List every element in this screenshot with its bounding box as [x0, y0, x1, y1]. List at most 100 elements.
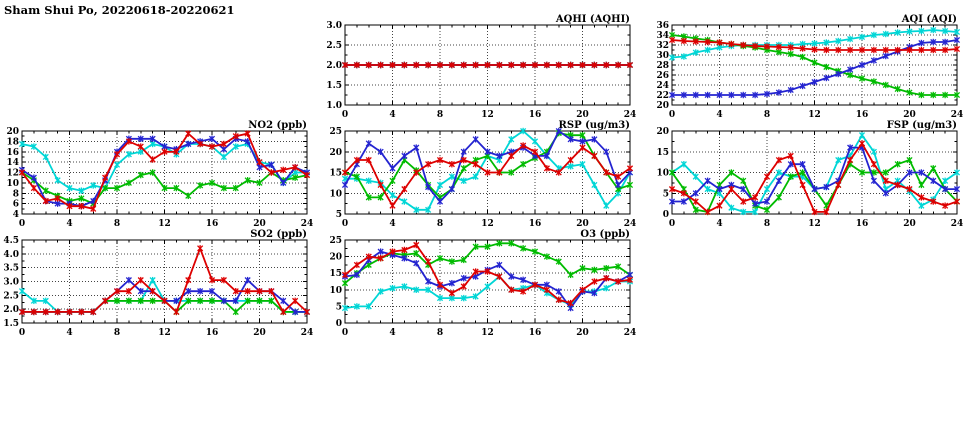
o3-plot-svg: 0 4 8 12 16 20 24 0 5 10 15 20 25 O3 (ppb) [329, 229, 636, 338]
svg-text:8: 8 [437, 219, 443, 229]
svg-text:0: 0 [336, 319, 342, 329]
svg-text:16: 16 [529, 219, 542, 229]
fsp-plot-svg: 0 4 8 12 16 20 24 0 5 10 15 20 FSP (ug/m3) [656, 120, 964, 229]
svg-text:8: 8 [437, 110, 443, 120]
svg-text:FSP (ug/m3): FSP (ug/m3) [887, 120, 957, 131]
aqhi-plot-svg: 0 4 8 12 16 20 24 1.0 1.5 2.0 2.5 3.0 AQHI (AQHI) [326, 14, 636, 120]
svg-text:3.5: 3.5 [3, 264, 19, 274]
svg-text:O3 (ppb): O3 (ppb) [580, 229, 630, 240]
svg-text:15: 15 [329, 169, 342, 179]
chart-aqi: 0 4 8 12 16 20 24 20 22 24 26 28 30 32 34 36 AQI (AQI) [650, 13, 969, 127]
rsp-plot-svg: 0 4 8 12 16 20 24 5 10 15 20 25 RSP (ug/m3) [329, 120, 637, 229]
svg-text:16: 16 [529, 328, 542, 338]
svg-text:26: 26 [656, 71, 669, 81]
svg-text:16: 16 [6, 148, 19, 158]
svg-text:12: 12 [808, 219, 821, 229]
svg-text:16: 16 [856, 110, 869, 120]
svg-text:10: 10 [656, 169, 669, 179]
svg-text:12: 12 [158, 219, 171, 229]
svg-text:24: 24 [301, 328, 314, 338]
svg-text:SO2 (ppb): SO2 (ppb) [250, 229, 307, 240]
svg-text:24: 24 [624, 219, 637, 229]
svg-text:0: 0 [669, 110, 675, 120]
svg-text:5: 5 [336, 210, 342, 220]
svg-text:16: 16 [206, 328, 219, 338]
svg-text:10: 10 [6, 179, 19, 189]
svg-text:0: 0 [669, 219, 675, 229]
svg-text:0: 0 [19, 328, 25, 338]
so2-plot-svg: 0 4 8 12 16 20 24 1.5 2.0 2.5 3.0 3.5 4.0 4.5 SO2 (ppb… [3, 229, 314, 338]
svg-text:20: 20 [6, 127, 19, 137]
chart-aqhi: 0 4 8 12 16 20 24 1.0 1.5 2.0 2.5 3.0 AQHI (AQHI) [323, 13, 642, 127]
svg-text:12: 12 [481, 219, 494, 229]
svg-text:28: 28 [656, 61, 669, 71]
svg-text:3.0: 3.0 [326, 21, 342, 31]
svg-text:2.0: 2.0 [326, 61, 342, 71]
svg-text:4.5: 4.5 [3, 236, 19, 246]
svg-text:0: 0 [342, 219, 348, 229]
svg-text:4: 4 [389, 328, 395, 338]
svg-text:5: 5 [663, 189, 669, 199]
svg-text:24: 24 [301, 219, 314, 229]
chart-so2: 0 4 8 12 16 20 24 1.5 2.0 2.5 3.0 3.5 4.0 4.5 SO2 (ppb… [0, 228, 319, 345]
svg-text:8: 8 [114, 328, 120, 338]
svg-text:20: 20 [576, 328, 589, 338]
svg-text:18: 18 [6, 137, 19, 147]
chart-fsp: 0 4 8 12 16 20 24 0 5 10 15 20 FSP (ug/m3) [650, 119, 969, 236]
svg-text:NO2 (ppb): NO2 (ppb) [248, 120, 307, 131]
page-title: Sham Shui Po, 20220618-20220621 [4, 3, 235, 17]
svg-text:20: 20 [656, 127, 669, 137]
svg-text:20: 20 [903, 110, 916, 120]
svg-text:10: 10 [329, 189, 342, 199]
svg-text:20: 20 [656, 101, 669, 111]
svg-text:22: 22 [656, 91, 669, 101]
svg-text:16: 16 [856, 219, 869, 229]
svg-text:6: 6 [13, 200, 19, 210]
svg-text:12: 12 [6, 169, 19, 179]
svg-text:12: 12 [481, 110, 494, 120]
svg-text:8: 8 [764, 219, 770, 229]
svg-text:8: 8 [764, 110, 770, 120]
svg-text:20: 20 [253, 328, 266, 338]
svg-text:3.0: 3.0 [3, 278, 19, 288]
svg-text:12: 12 [481, 328, 494, 338]
svg-text:36: 36 [656, 21, 669, 31]
svg-text:20: 20 [329, 253, 342, 263]
svg-text:RSP (ug/m3): RSP (ug/m3) [559, 120, 630, 131]
svg-text:0: 0 [342, 110, 348, 120]
svg-text:5: 5 [336, 302, 342, 312]
svg-text:2.5: 2.5 [3, 291, 19, 301]
svg-text:20: 20 [329, 148, 342, 158]
svg-text:16: 16 [206, 219, 219, 229]
svg-text:0: 0 [663, 210, 669, 220]
svg-text:34: 34 [656, 31, 669, 41]
svg-text:2.0: 2.0 [3, 305, 19, 315]
svg-text:4.0: 4.0 [3, 250, 19, 260]
svg-text:32: 32 [656, 41, 669, 51]
svg-text:24: 24 [656, 81, 669, 91]
svg-text:0: 0 [342, 328, 348, 338]
svg-text:25: 25 [329, 236, 342, 246]
svg-text:24: 24 [951, 110, 964, 120]
svg-text:4: 4 [66, 219, 72, 229]
svg-text:4: 4 [66, 328, 72, 338]
svg-text:24: 24 [951, 219, 964, 229]
svg-text:20: 20 [576, 110, 589, 120]
svg-text:8: 8 [114, 219, 120, 229]
svg-text:15: 15 [656, 148, 669, 158]
svg-text:20: 20 [576, 219, 589, 229]
svg-text:8: 8 [13, 189, 19, 199]
svg-text:10: 10 [329, 286, 342, 296]
svg-text:1.5: 1.5 [3, 319, 19, 329]
svg-text:20: 20 [253, 219, 266, 229]
svg-text:14: 14 [6, 158, 19, 168]
svg-text:4: 4 [389, 110, 395, 120]
chart-o3: 0 4 8 12 16 20 24 0 5 10 15 20 25 O3 (ppb) [323, 228, 642, 345]
svg-text:30: 30 [656, 51, 669, 61]
svg-text:1.0: 1.0 [326, 101, 342, 111]
svg-text:2.5: 2.5 [326, 41, 342, 51]
svg-text:15: 15 [329, 269, 342, 279]
svg-text:12: 12 [158, 328, 171, 338]
svg-text:12: 12 [808, 110, 821, 120]
